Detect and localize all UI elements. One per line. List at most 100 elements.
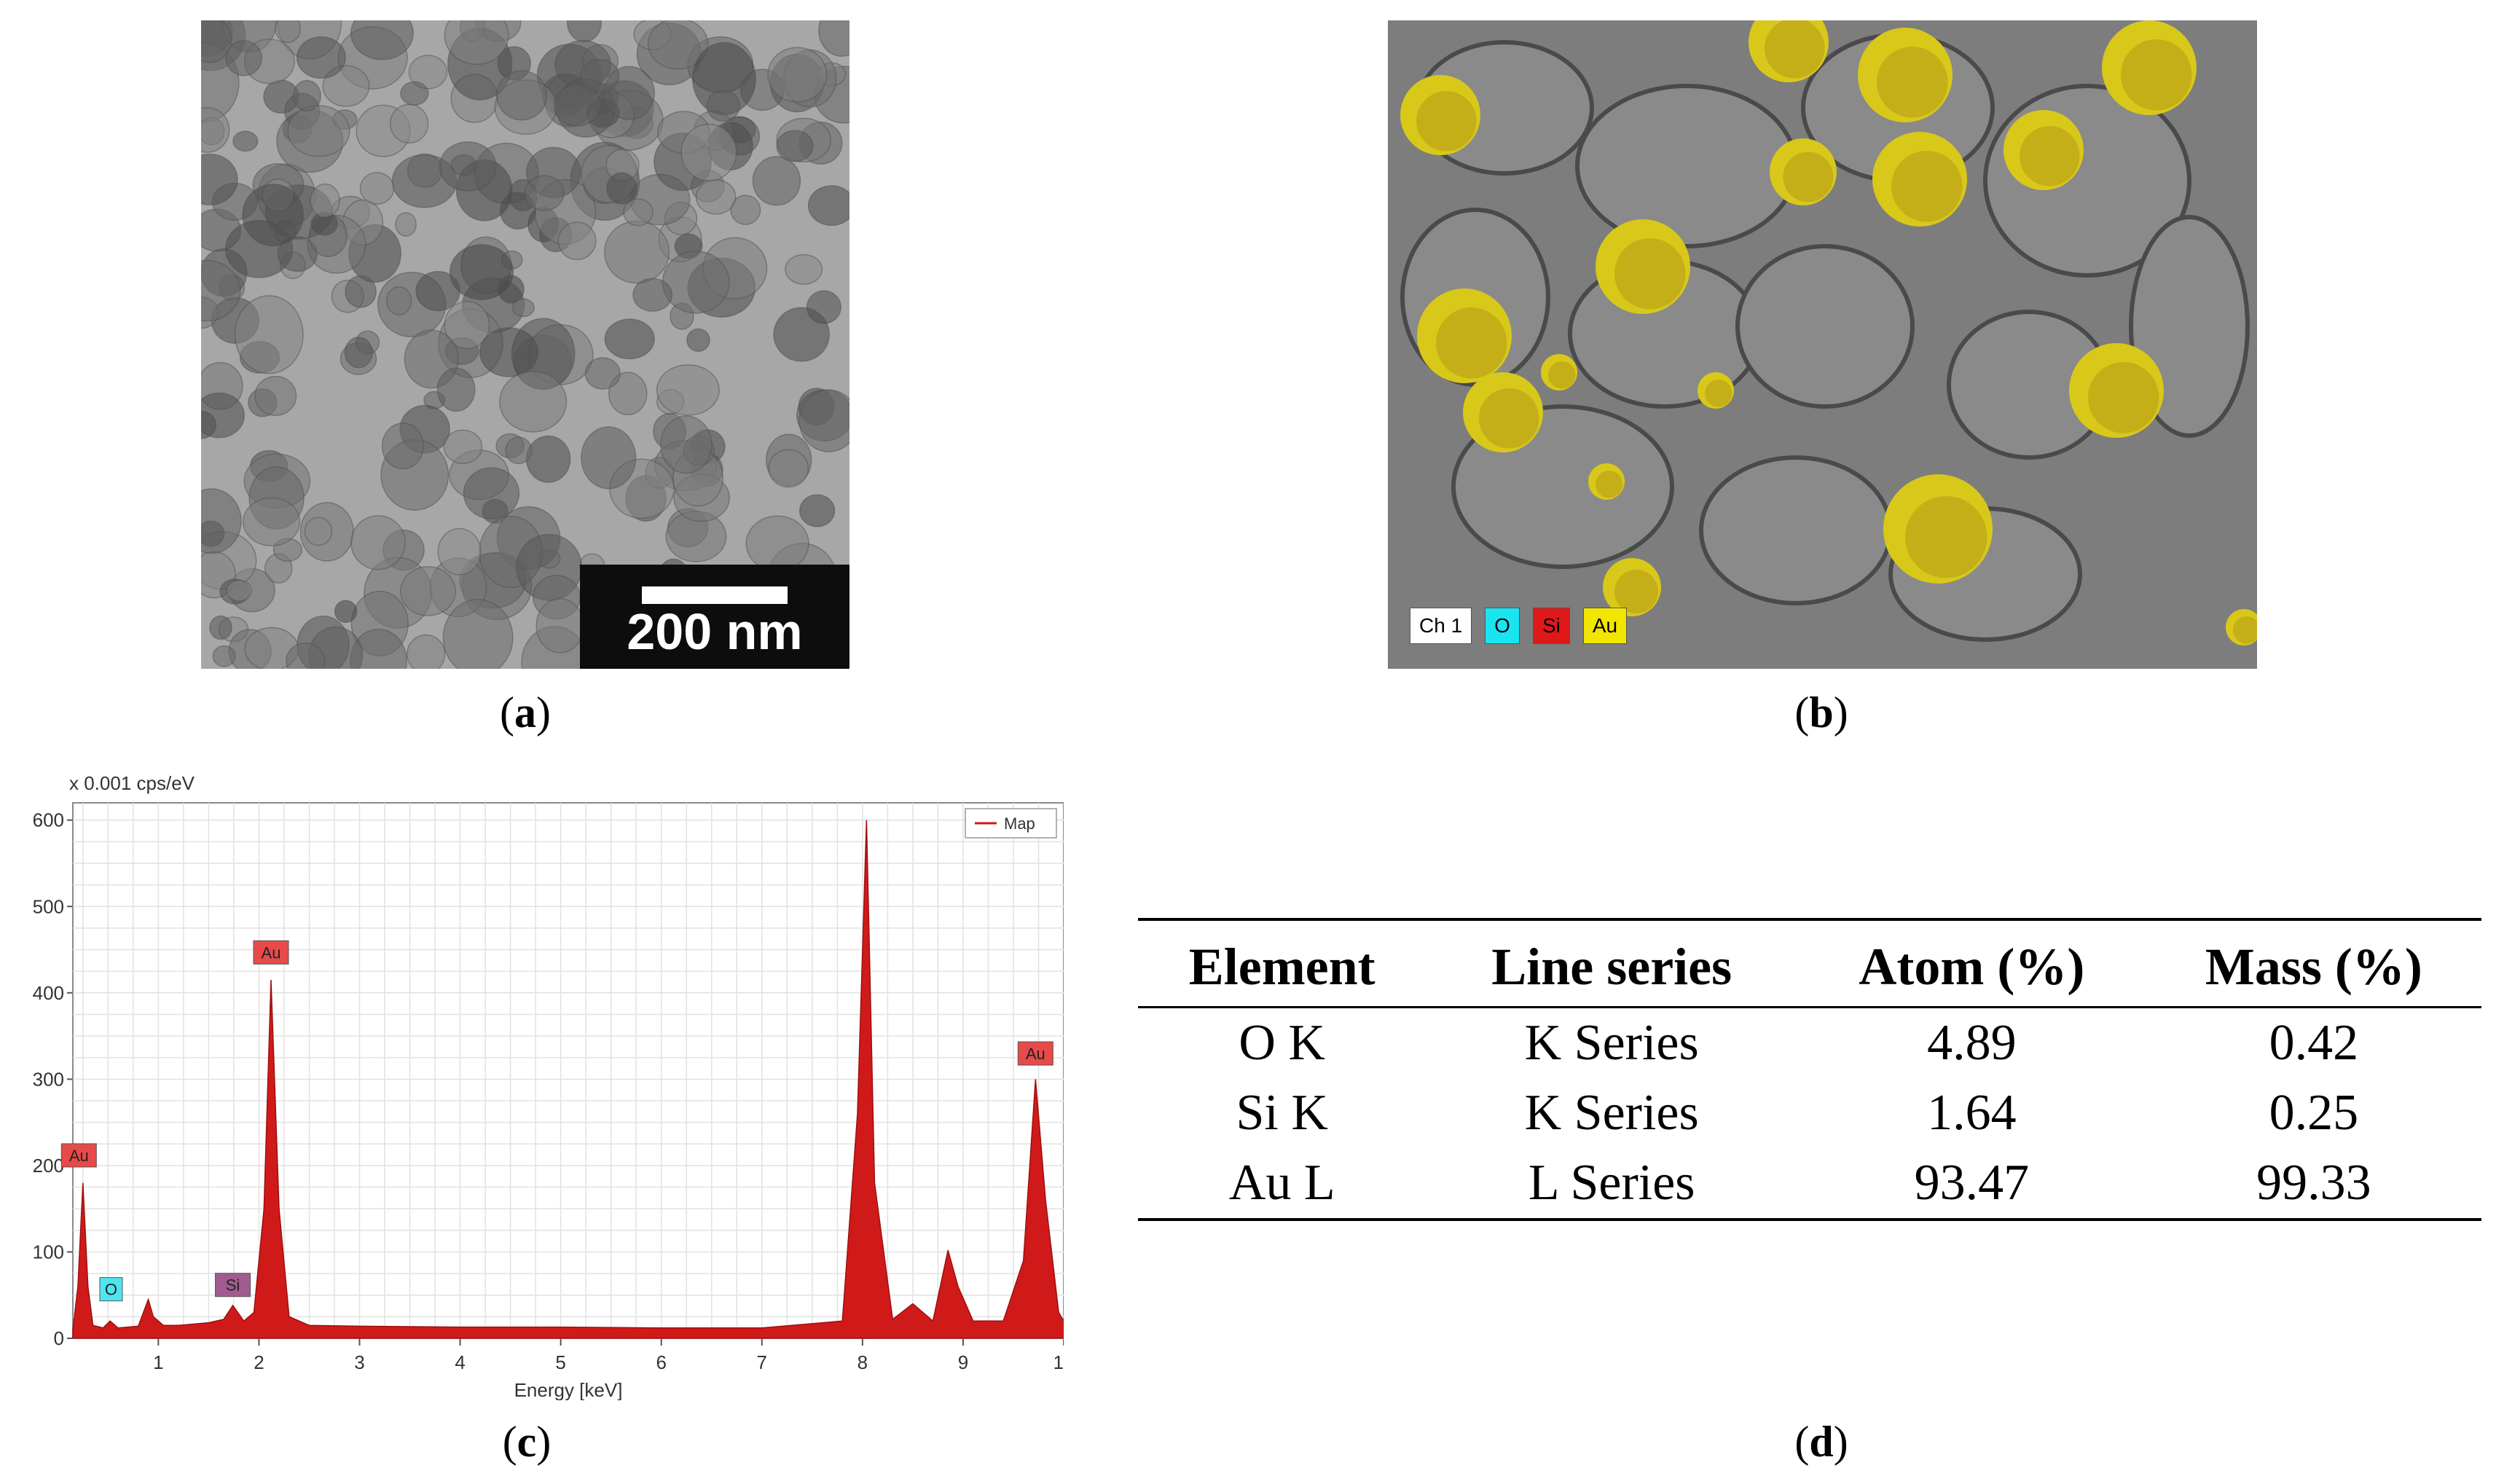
nanoparticle [553,84,601,127]
legend-label: Map [1004,814,1035,833]
x-tick-label: 7 [757,1351,767,1373]
gold-particle-shade [2121,39,2192,111]
nanoparticle [463,467,520,519]
nanoparticle [449,244,514,300]
nanoparticle [212,645,236,667]
carbon-film-cell [1735,244,1915,409]
nanoparticle [686,328,710,353]
nanoparticle [243,497,301,546]
gold-particle-shade [1436,307,1507,379]
gold-particle-shade [2020,126,2080,187]
nanoparticle [584,357,621,390]
cell-atom: 1.64 [1927,1085,2017,1141]
y-tick-label: 600 [33,809,64,831]
scale-bar: 200 nm [580,565,849,669]
nanoparticle [304,517,333,546]
y-tick-label: 500 [33,895,64,917]
nanoparticle [773,307,831,362]
y-tick-label: 100 [33,1241,64,1263]
nanoparticle [660,415,713,474]
y-unit-label: x 0.001 cps/eV [69,772,195,794]
peak-annotation-box [1017,1041,1053,1066]
table-row: Si K K Series 1.64 0.25 [1138,1078,2481,1148]
nanoparticle [292,79,321,112]
peak-annotation-label: Au [1026,1045,1045,1063]
series-map-area [72,820,1064,1339]
header-atom: Atom (%) [1859,938,2085,996]
x-axis-label: Energy [keV] [514,1379,623,1400]
cell-element: Si K [1236,1085,1328,1141]
nanoparticle [275,20,301,44]
nanoparticle [389,103,429,144]
gold-particle-shade [1614,238,1686,310]
nanoparticle [647,20,709,70]
x-tick-label: 6 [656,1351,666,1373]
x-tick-label: 1 [153,1351,163,1373]
nanoparticle [359,172,395,205]
nanoparticle [415,270,460,312]
peak-annotation-box [60,1143,97,1168]
gold-particle-shade [1891,151,1963,222]
peak-annotation: Si [215,1273,251,1297]
nanoparticle [385,286,412,315]
nanoparticle [408,55,448,90]
y-tick-label: 200 [33,1155,64,1177]
nanoparticle [479,327,539,377]
x-tick-label: 9 [958,1351,968,1373]
y-tick-label: 300 [33,1068,64,1090]
nanoparticle [785,254,823,285]
cell-atom: 4.89 [1927,1015,2017,1071]
nanoparticle [439,141,497,192]
nanoparticle [395,212,417,237]
nanoparticle [443,429,483,464]
nanoparticle [201,106,230,153]
eds-map-image: Ch 1 O Si Au [1388,20,2257,669]
gold-particle-shade [1765,20,1825,79]
peak-annotation: O [99,1277,123,1302]
peak-annotation-label: O [105,1281,117,1299]
cell-line-series: K Series [1524,1015,1699,1071]
nanoparticle [350,20,414,60]
x-tick-label: 8 [857,1351,868,1373]
peak-annotation-box [253,940,289,965]
nanoparticle [444,20,509,66]
eds-map [1388,20,2257,669]
caption-c: (c) [502,1418,552,1466]
nanoparticle [818,20,849,57]
nanoparticle [680,123,737,181]
nanoparticle [557,221,597,261]
nanoparticle [350,515,406,570]
caption-d: (d) [1794,1418,1848,1466]
nanoparticle [798,389,849,452]
x-tick-label: 3 [354,1351,364,1373]
nanoparticle [310,183,340,218]
nanoparticle [209,615,232,640]
cell-mass: 0.25 [2269,1085,2359,1141]
scale-bar-line [642,586,788,604]
nanoparticle [580,58,620,93]
cell-mass: 99.33 [2256,1155,2371,1211]
nanoparticle [345,275,377,308]
spectrum-svg: 123456789100100200300400500600x 0.001 cp… [33,772,1075,1401]
legend-chip-si: Si [1532,608,1570,644]
peak-annotation: Au [253,940,289,965]
table-row: Au L L Series 93.47 99.33 [1138,1148,2481,1220]
peak-annotation-label: Au [69,1147,89,1165]
header-element: Element [1188,938,1375,996]
nanoparticle [400,566,456,616]
x-tick-label: 2 [254,1351,264,1373]
legend-chip-ch1: Ch 1 [1410,608,1472,644]
peak-annotation-label: Si [226,1276,240,1295]
nanoparticle [201,259,241,322]
nanoparticle [767,47,828,103]
nanoparticle [381,423,424,470]
nanoparticle [525,435,571,483]
gold-particle-shade [1596,471,1623,498]
nanoparticle [287,105,350,157]
nanoparticle [442,599,514,669]
nanoparticle [656,364,721,416]
table-header-row: Element Line series Atom (%) Mass (%) [1138,919,2481,1008]
nanoparticle [437,527,482,576]
map-legend: Ch 1 O Si Au [1410,608,1628,644]
nanoparticle [201,392,245,439]
